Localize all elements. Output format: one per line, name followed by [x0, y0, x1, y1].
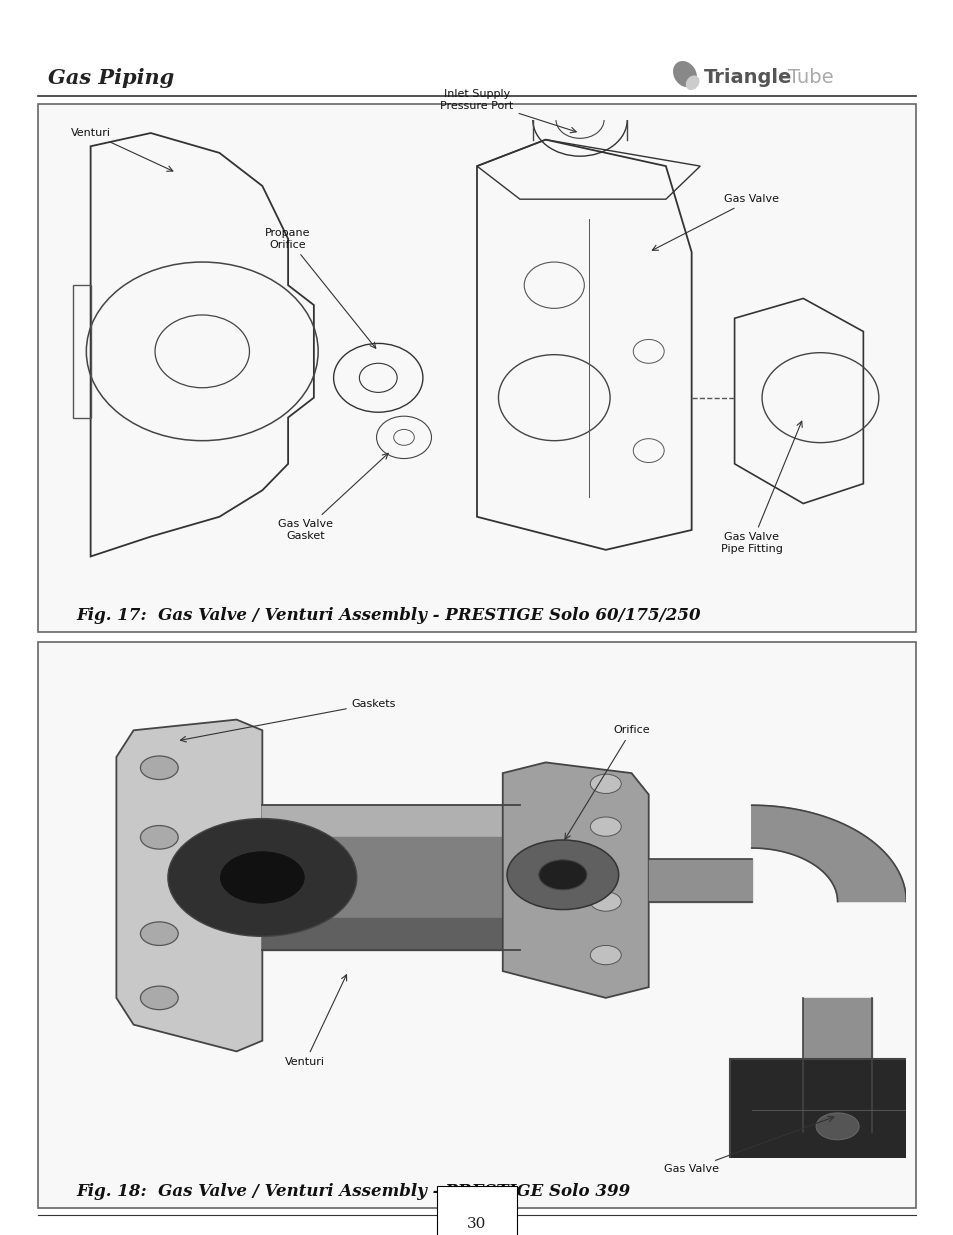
Text: Gas Valve
Pipe Fitting: Gas Valve Pipe Fitting	[720, 421, 801, 555]
FancyBboxPatch shape	[38, 104, 915, 632]
Text: Gas Valve: Gas Valve	[663, 1116, 833, 1174]
FancyBboxPatch shape	[38, 642, 915, 1208]
Text: Triangle: Triangle	[703, 68, 792, 88]
Ellipse shape	[672, 61, 697, 88]
Text: Gaskets: Gaskets	[180, 699, 395, 742]
Text: Gas Piping: Gas Piping	[48, 68, 173, 88]
Text: Tube: Tube	[787, 68, 833, 88]
Circle shape	[168, 819, 356, 936]
Circle shape	[815, 1113, 859, 1140]
Text: Gas Valve
Gasket: Gas Valve Gasket	[277, 453, 388, 541]
Text: 30: 30	[467, 1216, 486, 1231]
Circle shape	[140, 986, 178, 1010]
Circle shape	[590, 774, 620, 793]
Text: Inlet Supply
Pressure Port: Inlet Supply Pressure Port	[440, 89, 576, 132]
Text: Venturi: Venturi	[71, 128, 172, 172]
Circle shape	[506, 840, 618, 910]
Circle shape	[590, 892, 620, 911]
Text: Fig. 17:  Gas Valve / Venturi Assembly - PRESTIGE Solo 60/175/250: Fig. 17: Gas Valve / Venturi Assembly - …	[76, 606, 700, 624]
Polygon shape	[116, 720, 262, 1051]
Polygon shape	[502, 762, 648, 998]
Text: Venturi: Venturi	[285, 974, 346, 1067]
Text: Orifice: Orifice	[564, 725, 649, 840]
Text: Gas Valve: Gas Valve	[652, 194, 779, 251]
FancyBboxPatch shape	[730, 1060, 943, 1161]
Polygon shape	[751, 805, 905, 902]
Circle shape	[538, 860, 586, 889]
Circle shape	[590, 818, 620, 836]
Circle shape	[219, 851, 305, 904]
Circle shape	[140, 825, 178, 850]
Circle shape	[140, 921, 178, 946]
Text: Propane
Orifice: Propane Orifice	[265, 228, 375, 348]
Circle shape	[140, 756, 178, 779]
Ellipse shape	[685, 75, 699, 90]
Circle shape	[590, 946, 620, 965]
Text: Fig. 18:  Gas Valve / Venturi Assembly - PRESTIGE Solo 399: Fig. 18: Gas Valve / Venturi Assembly - …	[76, 1183, 630, 1200]
